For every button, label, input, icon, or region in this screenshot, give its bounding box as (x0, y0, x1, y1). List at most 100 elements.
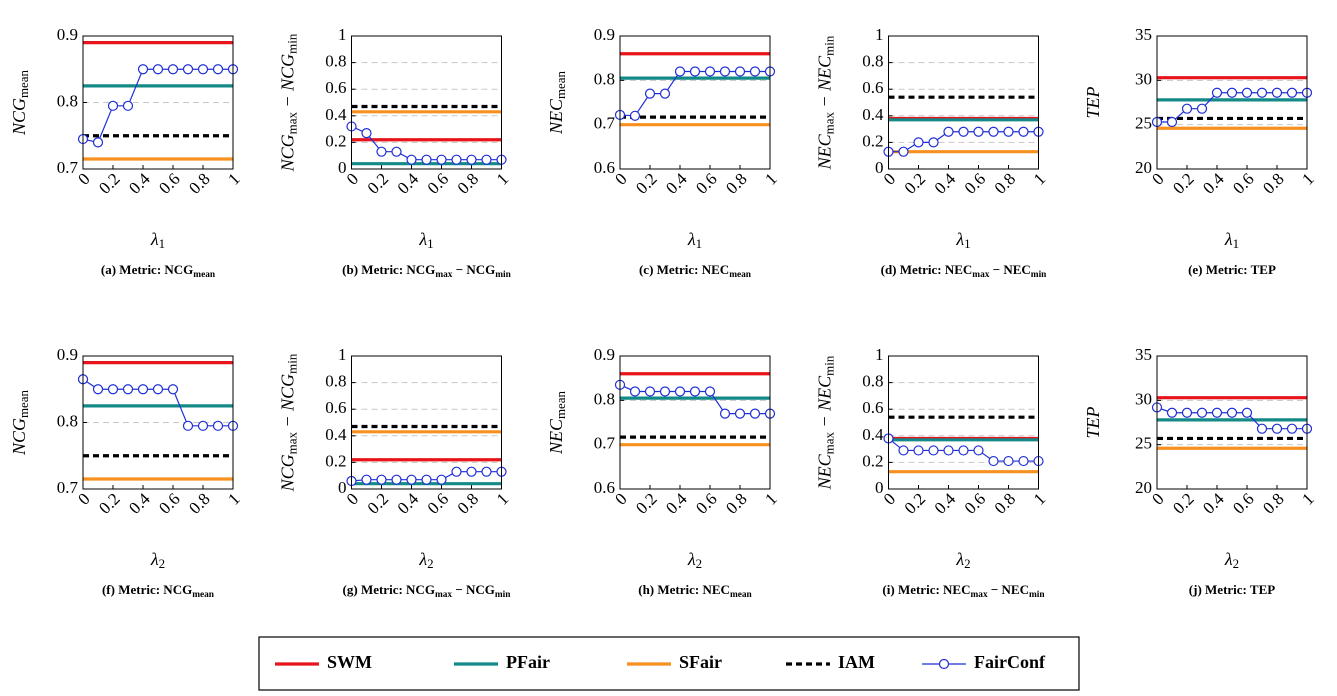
legend-label: FairConf (974, 652, 1046, 672)
y-tick-label: 0.9 (57, 345, 78, 364)
point (122, 100, 134, 111)
x-tick-label: 0.2 (95, 489, 123, 517)
point (928, 137, 939, 148)
y-tick-label: 1 (338, 345, 347, 364)
point (704, 386, 716, 397)
y-tick-label: 0.7 (594, 114, 616, 133)
point (734, 66, 746, 77)
point (107, 384, 119, 395)
x-tick-label: 0.8 (1259, 169, 1287, 197)
point (1181, 407, 1193, 418)
x-tick-label: 0.8 (454, 169, 482, 197)
point (1211, 87, 1223, 98)
x-tick-label: 1 (1030, 489, 1049, 508)
point (421, 154, 432, 165)
x-tick-label: 0 (74, 489, 93, 508)
x-axis-label: λ1 (1224, 229, 1239, 251)
x-tick-label: 0.6 (1229, 489, 1257, 517)
x-tick-label: 0 (611, 169, 630, 188)
y-tick-label: 0.8 (57, 411, 78, 430)
y-tick-label: 0.8 (862, 372, 883, 391)
x-tick-label: 0.6 (1229, 169, 1257, 197)
point (674, 386, 686, 397)
plot-frame (351, 35, 502, 170)
x-tick-label: 1 (761, 169, 780, 188)
y-tick-label: 0.9 (594, 25, 615, 44)
caption: (b) Metric: NCGmax − NCGmin (342, 262, 511, 280)
x-tick-label: 0.2 (632, 169, 660, 197)
x-axis-label: λ2 (955, 549, 970, 571)
point (1271, 87, 1283, 98)
point (152, 384, 164, 395)
point (122, 384, 134, 395)
caption: (f) Metric: NCGmean (102, 582, 215, 600)
point (421, 474, 432, 485)
legend-label: SWM (327, 652, 372, 672)
x-tick-label: 1 (224, 169, 243, 188)
point (1256, 423, 1268, 434)
point (1286, 87, 1298, 98)
x-axis-label: λ2 (687, 549, 702, 571)
y-tick-label: 0.7 (57, 158, 79, 177)
plot-frame (619, 355, 771, 490)
plot-frame (82, 35, 234, 170)
x-tick-label: 0.8 (1259, 489, 1287, 517)
point (719, 66, 731, 77)
point (749, 408, 761, 419)
x-tick-label: 0.6 (155, 169, 183, 197)
y-tick-label: 0.4 (862, 425, 884, 444)
point (391, 474, 402, 485)
x-tick-label: 0.4 (125, 489, 154, 518)
x-tick-label: 0 (1148, 169, 1167, 188)
x-tick-label: 0.6 (692, 489, 720, 517)
y-axis-label: NECmax − NECmin (815, 355, 837, 490)
point (1286, 423, 1298, 434)
point (943, 445, 954, 456)
y-tick-label: 1 (338, 25, 347, 44)
point (1256, 87, 1268, 98)
x-tick-label: 0.8 (722, 169, 750, 197)
y-tick-label: 0.2 (862, 451, 883, 470)
y-tick-label: 20 (1135, 478, 1152, 497)
point (182, 64, 194, 75)
x-tick-label: 0.8 (185, 169, 213, 197)
y-tick-label: 0.8 (325, 372, 346, 391)
point (451, 154, 462, 165)
point (659, 88, 671, 99)
y-tick-label: 0.7 (57, 478, 79, 497)
point (629, 386, 641, 397)
y-axis-label: NCGmax − NCGmin (278, 353, 300, 492)
x-tick-label: 0.2 (364, 169, 392, 197)
point (749, 66, 761, 77)
point (1018, 455, 1029, 467)
x-tick-label: 0.6 (155, 489, 183, 517)
x-tick-label: 1 (1298, 169, 1317, 188)
y-tick-label: 0.8 (594, 389, 615, 408)
point (644, 386, 656, 397)
point (466, 466, 477, 477)
y-tick-label: 20 (1135, 158, 1152, 177)
y-tick-label: 1 (875, 345, 884, 364)
x-tick-label: 0.4 (394, 489, 423, 518)
x-tick-label: 1 (1298, 489, 1317, 508)
x-tick-label: 0.2 (95, 169, 123, 197)
point (913, 137, 924, 148)
point (167, 384, 179, 395)
x-tick-label: 0.4 (1199, 489, 1228, 518)
point (973, 445, 984, 456)
y-tick-label: 35 (1135, 345, 1152, 364)
legend-label: PFair (506, 652, 550, 672)
caption: (c) Metric: NECmean (639, 262, 752, 280)
point (1003, 455, 1014, 467)
point (898, 146, 909, 157)
x-tick-label: 1 (761, 489, 780, 508)
point (1241, 407, 1253, 418)
x-tick-label: 0.4 (125, 169, 154, 198)
y-tick-label: 0.8 (325, 52, 346, 71)
y-axis-label: TEP (1083, 406, 1103, 438)
point (659, 386, 671, 397)
y-tick-label: 0.4 (325, 105, 347, 124)
point (973, 126, 984, 137)
y-tick-label: 25 (1135, 434, 1152, 453)
x-tick-label: 1 (1030, 169, 1049, 188)
